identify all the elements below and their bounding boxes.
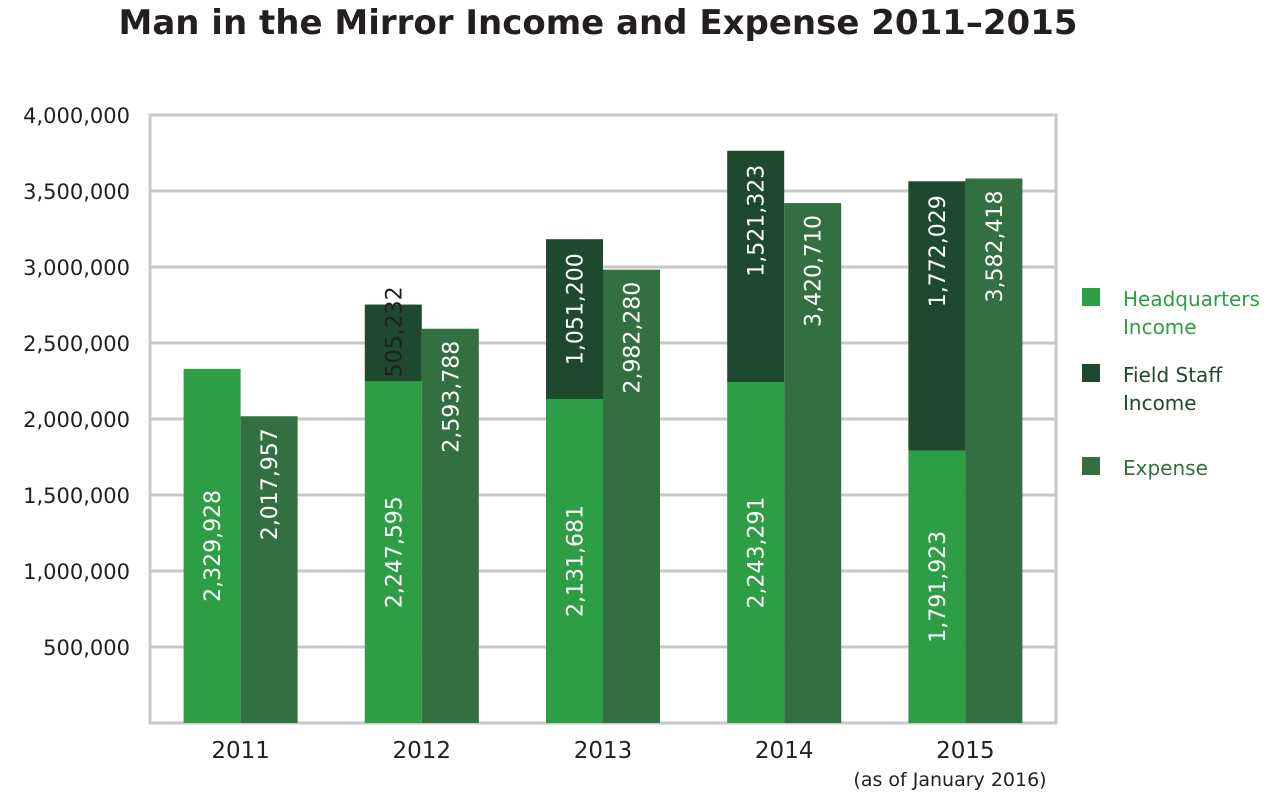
category-note: (as of January 2016) <box>853 769 1046 791</box>
legend-label: Field Staff <box>1123 363 1223 387</box>
bar-headquarters-income <box>183 368 241 723</box>
legend-label-line2: Income <box>1123 391 1197 415</box>
bar-label-expense: 2,593,788 <box>439 341 464 453</box>
bar-field-staff-income <box>727 150 785 383</box>
legend-label: Headquarters <box>1123 287 1260 311</box>
y-tick-label: 3,000,000 <box>23 256 130 280</box>
bar-headquarters-income <box>364 381 422 723</box>
bar-headquarters-income <box>546 398 603 723</box>
legend-swatch <box>1082 288 1100 306</box>
bar-label-field-staff-income: 1,521,323 <box>745 165 770 277</box>
bar-field-staff-income <box>364 304 422 382</box>
y-tick-label: 1,000,000 <box>23 560 130 584</box>
y-tick-label: 500,000 <box>43 636 130 660</box>
y-tick-label: 3,500,000 <box>23 180 130 204</box>
x-tick-label: 2015 <box>936 738 995 764</box>
y-axis-labels: 500,000 1,000,000 1,500,000 2,000,000 2,500,… <box>23 104 130 660</box>
bars: 2,329,9282,017,9572,247,595505,232505,23… <box>183 150 1023 724</box>
bar-label-headquarters-income: 2,329,928 <box>201 490 226 602</box>
y-tick-label: 1,500,000 <box>23 484 130 508</box>
y-tick-label: 4,000,000 <box>23 104 130 128</box>
bar-label-field-staff-income: 1,772,029 <box>926 195 951 307</box>
bar-label-expense: 2,982,280 <box>621 282 646 394</box>
y-tick-label: 2,000,000 <box>23 408 130 432</box>
bar-label-expense: 2,017,957 <box>258 428 283 540</box>
x-tick-label: 2013 <box>574 738 633 764</box>
y-tick-label: 2,500,000 <box>23 332 130 356</box>
bar-label-headquarters-income: 2,243,291 <box>745 497 770 609</box>
legend-label-line2: Income <box>1123 315 1197 339</box>
chart-title: Man in the Mirror Income and Expense 201… <box>118 3 1077 43</box>
bar-expense <box>784 203 842 724</box>
bar-label-headquarters-income: 2,131,681 <box>564 505 589 617</box>
bar-headquarters-income <box>908 450 966 723</box>
bar-label-expense: 3,420,710 <box>802 215 827 327</box>
bar-expense <box>240 416 298 723</box>
legend-swatch <box>1082 457 1100 475</box>
bar-expense <box>421 328 479 723</box>
bar-field-staff-income <box>908 181 966 451</box>
bar-field-staff-income <box>546 239 603 399</box>
bar-label-headquarters-income: 2,247,595 <box>382 496 407 608</box>
legend-swatch <box>1082 364 1100 382</box>
bar-expense <box>965 178 1023 723</box>
x-tick-label: 2014 <box>755 738 814 764</box>
bar-label-field-staff-income: 1,051,200 <box>564 253 589 365</box>
x-axis-labels: 2011 2012 2013 2014 2015 <box>211 738 994 764</box>
bar-label-headquarters-income: 1,791,923 <box>926 531 951 643</box>
bar-label-expense: 3,582,418 <box>983 190 1008 302</box>
x-tick-label: 2012 <box>393 738 452 764</box>
bar-label-field-staff-income: 505,232 <box>382 286 407 377</box>
bar-headquarters-income <box>727 382 785 723</box>
bar-expense <box>603 269 660 723</box>
legend-label: Expense <box>1123 456 1208 480</box>
legend: Headquarters Income Field Staff Income Expen… <box>1082 287 1260 480</box>
x-tick-label: 2011 <box>211 738 270 764</box>
